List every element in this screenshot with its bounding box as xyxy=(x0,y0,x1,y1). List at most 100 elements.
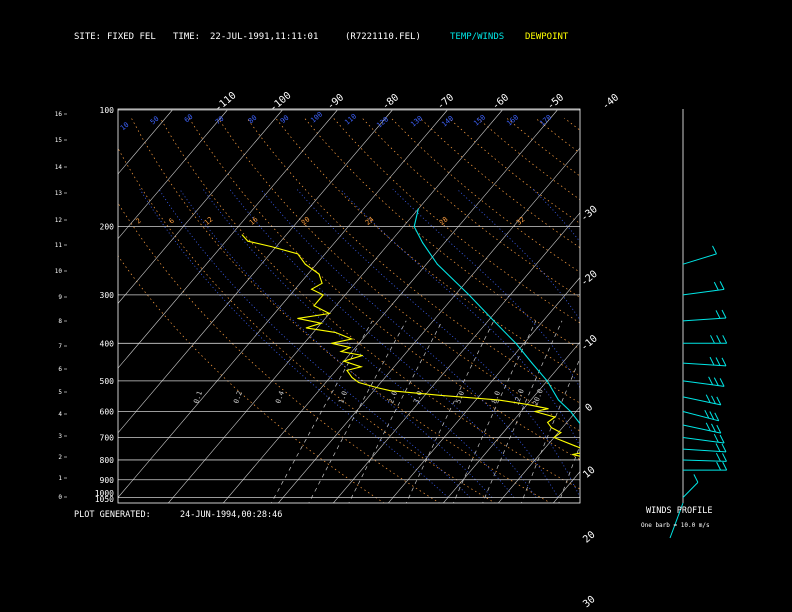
isotherm-right-label: 10 xyxy=(581,465,597,481)
dry-adiabat xyxy=(188,118,580,461)
dewpoint-trace-point xyxy=(321,282,323,284)
height-tick-label: 10 xyxy=(55,268,63,275)
height-tick-label: 16 xyxy=(55,111,63,118)
dry-adiabat xyxy=(118,147,496,503)
height-tick-label: 13 xyxy=(55,190,63,197)
moist-adiabat xyxy=(229,188,537,498)
isotherm xyxy=(118,109,228,240)
dewpoint-trace-point xyxy=(547,421,549,423)
isotherm xyxy=(661,110,792,506)
isotherm-right-label: 20 xyxy=(581,529,597,545)
height-tick-label: 7 xyxy=(58,343,62,350)
temperature-trace-point xyxy=(515,342,517,344)
wind-barb xyxy=(719,434,725,444)
isotherm xyxy=(0,110,7,506)
temperature-trace-point xyxy=(468,294,470,296)
dewpoint-trace-point xyxy=(297,253,299,255)
dry-adiabat-label: 28 xyxy=(438,215,450,227)
wind-shaft xyxy=(682,288,725,296)
dry-adiabat xyxy=(390,117,580,273)
time-label: TIME: xyxy=(173,32,201,42)
dry-adiabat xyxy=(419,117,580,249)
wind-shaft xyxy=(682,459,727,462)
dewpoint-trace-point xyxy=(311,288,313,290)
height-tick-label: 3 xyxy=(58,433,62,440)
isotherm xyxy=(118,109,283,304)
mixing-ratio-line xyxy=(270,320,373,503)
plot-generated-value: 24-JUN-1994,00:28:46 xyxy=(180,510,283,520)
wind-barb xyxy=(708,376,714,386)
wind-shaft xyxy=(682,482,699,498)
dewpoint-trace-point xyxy=(614,470,615,471)
dewpoint-trace-point xyxy=(360,366,362,368)
wind-barb xyxy=(693,474,699,483)
dry-adiabat-label: 24 xyxy=(364,215,376,227)
moist-adiabat xyxy=(611,189,690,497)
moist-adiabat-label: 50 xyxy=(149,115,161,127)
temperature-trace-point xyxy=(413,226,415,228)
temperature-trace-point xyxy=(531,362,533,364)
dry-adiabat-label: 32 xyxy=(515,215,527,227)
moist-adiabat-label: 120 xyxy=(375,115,390,129)
dry-adiabat xyxy=(118,202,441,503)
surface-wind-line xyxy=(669,502,684,539)
dewpoint-trace-point xyxy=(328,313,330,314)
height-tick-label: 11 xyxy=(55,242,63,249)
dewpoint-trace-point xyxy=(440,394,442,396)
dewpoint-trace-point xyxy=(526,403,528,405)
moist-adiabat-label: 110 xyxy=(343,112,358,126)
height-tick-label: 8 xyxy=(58,318,62,325)
height-tick-label: 6 xyxy=(58,366,62,373)
dewpoint-trace-point xyxy=(631,488,632,489)
moist-adiabat-label: 70 xyxy=(214,115,226,127)
pressure-tick-label: 100 xyxy=(100,106,115,115)
wind-barb xyxy=(716,396,722,406)
barb-scale-note: One barb = 10.0 m/s xyxy=(641,522,710,529)
dewpoint-trace-point xyxy=(351,377,353,378)
dry-adiabat xyxy=(217,117,580,432)
dewpoint-trace-point xyxy=(322,294,324,296)
wind-barb xyxy=(713,377,719,386)
wind-barb xyxy=(711,423,716,433)
dewpoint-trace-point xyxy=(497,399,499,401)
pressure-tick-label: 800 xyxy=(100,456,115,465)
wind-barb xyxy=(715,443,721,452)
wind-barb xyxy=(705,394,711,403)
dewpoint-trace-point xyxy=(572,454,573,456)
diagram-grid xyxy=(0,109,792,506)
wind-barb xyxy=(711,395,716,405)
mixing-ratio-label: 2.0 xyxy=(387,390,399,405)
isotherm xyxy=(442,341,580,503)
diagram-labels: 1002003004005006007008009001000105001234… xyxy=(55,90,621,610)
moist-adiabat-label: 60 xyxy=(183,113,195,125)
mixing-ratio-line xyxy=(592,321,660,506)
moist-adiabat xyxy=(260,188,559,498)
isotherm xyxy=(118,109,338,369)
temperature-trace-point xyxy=(422,242,424,244)
isotherm-right-label: -20 xyxy=(579,269,600,289)
wind-barb xyxy=(719,281,725,290)
dry-adiabat xyxy=(535,117,580,154)
wind-barb xyxy=(721,309,727,319)
temperature-trace-point xyxy=(581,425,582,426)
isotherm xyxy=(277,147,580,503)
mixing-ratio-label: 0.2 xyxy=(232,390,244,405)
site-value: FIXED FEL xyxy=(107,32,156,42)
wind-shaft xyxy=(682,448,727,453)
isotherm xyxy=(167,109,503,503)
dewpoint-trace-point xyxy=(622,479,623,480)
dewpoint-trace-point xyxy=(297,317,299,319)
dewpoint-trace-point xyxy=(358,382,360,383)
plot-border xyxy=(117,108,581,504)
wind-barb xyxy=(722,453,727,462)
isotherm-top-label: -100 xyxy=(268,90,294,114)
dry-adiabat xyxy=(506,117,580,177)
temperature-trace-point xyxy=(436,263,438,265)
pressure-tick-label: 500 xyxy=(100,377,115,386)
time-value: 22-JUL-1991,11:11:01 xyxy=(210,32,319,42)
dewpoint-trace-point xyxy=(560,432,562,434)
dewpoint-trace-point xyxy=(554,416,556,418)
height-tick-label: 5 xyxy=(58,389,62,396)
mixing-ratio-label: 3.0 xyxy=(412,390,424,405)
temperature-trace-point xyxy=(546,380,548,382)
